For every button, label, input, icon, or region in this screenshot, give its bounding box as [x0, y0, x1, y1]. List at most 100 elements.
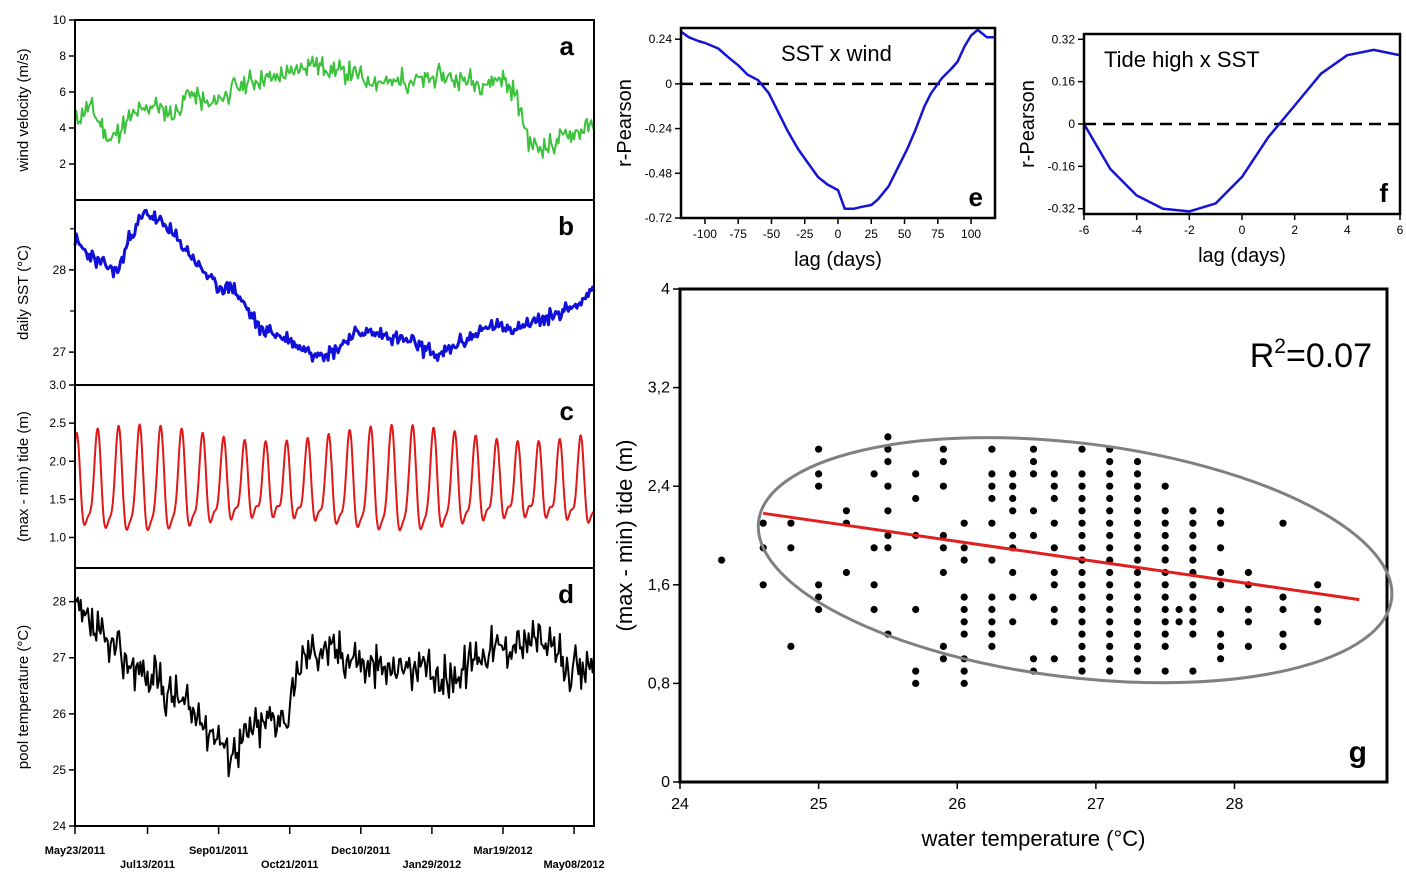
- scatter-point: [1217, 581, 1225, 589]
- y-tick-label: 6: [59, 85, 66, 99]
- scatter-point: [787, 642, 795, 651]
- scatter-point: [1217, 507, 1225, 515]
- scatter-point: [884, 458, 892, 466]
- scatter-point: [1244, 618, 1252, 626]
- scatter-point: [1106, 655, 1114, 663]
- scatter-point: [1217, 544, 1225, 552]
- scatter-point: [939, 445, 948, 453]
- scatter-point: [842, 568, 851, 577]
- y-tick-label: 24: [53, 819, 67, 833]
- scatter-point: [1078, 618, 1086, 626]
- scatter-point: [988, 593, 996, 601]
- panel-letter: g: [1349, 736, 1367, 769]
- scatter-point: [988, 445, 996, 453]
- scatter-point: [815, 593, 823, 601]
- y-axis-label: pool temperature (°C): [15, 625, 32, 769]
- chart-title: SST x wind: [781, 41, 892, 66]
- y-tick-label: 1.0: [49, 531, 66, 545]
- y-tick-label: 10: [53, 13, 67, 27]
- scatter-point: [1078, 445, 1086, 453]
- y-axis-label: r-Pearson: [1017, 80, 1039, 168]
- y-tick-label: 25: [53, 763, 67, 777]
- y-tick-label: 0: [665, 77, 672, 91]
- scatter-point: [960, 519, 968, 527]
- scatter-point: [1029, 593, 1038, 601]
- scatter-point: [1078, 593, 1086, 601]
- annotation-value: =0.07: [1286, 337, 1372, 375]
- series-line-b: [73, 208, 596, 363]
- scatter-point: [1189, 605, 1197, 614]
- scatter-point: [960, 593, 968, 601]
- scatter-point: [759, 581, 767, 589]
- r-squared-annotation: R2=0.07: [1250, 335, 1372, 375]
- scatter-point: [988, 618, 996, 626]
- scatter-point: [1106, 568, 1114, 577]
- scatter-point: [1009, 618, 1017, 626]
- scatter-point: [1161, 544, 1169, 552]
- scatter-point: [1029, 507, 1038, 515]
- y-axis-label: (max - min) tide (m): [15, 411, 32, 542]
- scatter-point: [1050, 494, 1058, 503]
- panel-e: -100 -75 -50 -25 0 25 50 75 100 0.24 0 -0.24 -0.48 -0…: [614, 26, 997, 271]
- scatter-point: [1078, 605, 1086, 614]
- x-tick-label: 25: [865, 227, 879, 241]
- scatter-point: [912, 470, 920, 478]
- scatter-point: [884, 544, 892, 552]
- scatter-point: [1133, 507, 1142, 515]
- scatter-point: [1133, 581, 1142, 589]
- panel-f: -6 -4 -2 0 2 4 6 0.32 0.16 0 -0.16 -0.32 lag (days) r…: [1017, 32, 1404, 267]
- scatter-point: [1189, 556, 1197, 564]
- scatter-point: [1133, 556, 1142, 564]
- scatter-point: [1133, 642, 1142, 651]
- y-tick-label: 2,4: [648, 478, 670, 495]
- y-tick-label: 28: [53, 263, 67, 277]
- scatter-point: [1050, 568, 1058, 577]
- scatter-point: [759, 519, 767, 527]
- y-tick-label: 0.24: [649, 32, 673, 46]
- annotation-superscript: 2: [1274, 335, 1286, 358]
- scatter-point: [1279, 630, 1287, 638]
- scatter-point: [718, 556, 726, 564]
- scatter-point: [1106, 618, 1114, 626]
- scatter-point: [1050, 482, 1058, 490]
- scatter-point: [1133, 593, 1142, 601]
- scatter-point: [939, 655, 948, 663]
- y-tick-label: 28: [53, 595, 67, 609]
- x-tick-label: May23/2011: [45, 845, 106, 857]
- x-tick-label: Oct21/2011: [261, 859, 319, 871]
- scatter-point: [1189, 507, 1197, 515]
- panel-d: 24 25 26 27 28 pool temperature (°C) d May23/20…: [15, 567, 605, 871]
- scatter-point: [884, 531, 892, 540]
- scatter-point: [870, 470, 878, 478]
- scatter-point: [1217, 655, 1225, 663]
- scatter-point: [1078, 581, 1086, 589]
- y-tick-label: 3,2: [648, 380, 670, 397]
- x-tick-label: -50: [763, 227, 781, 241]
- plot-frame-d: [74, 567, 595, 827]
- scatter-point: [1189, 630, 1197, 638]
- scatter-point: [1279, 593, 1287, 601]
- scatter-point: [960, 605, 968, 614]
- x-tick-label: May08/2012: [544, 859, 605, 871]
- scatter-point: [884, 482, 892, 490]
- scatter-point: [1161, 642, 1169, 651]
- y-tick-label: 27: [53, 651, 67, 665]
- scatter-point: [988, 482, 996, 490]
- y-tick-label: -0.48: [645, 166, 673, 180]
- y-tick-label: 0: [661, 774, 670, 791]
- y-tick-label: 2.5: [49, 416, 66, 430]
- scatter-point: [870, 605, 878, 614]
- scatter-point: [1133, 458, 1142, 466]
- scatter-point: [1133, 655, 1142, 663]
- scatter-point: [1078, 482, 1086, 490]
- scatter-point: [1078, 470, 1086, 478]
- scatter-point: [1217, 642, 1225, 651]
- scatter-point: [1009, 593, 1017, 601]
- scatter-point: [1244, 642, 1252, 651]
- y-tick-label: 26: [53, 707, 67, 721]
- x-tick-label: Sep01/2011: [189, 845, 248, 857]
- x-tick-label: 2: [1291, 223, 1298, 237]
- scatter-point: [1133, 531, 1142, 540]
- scatter-point: [1009, 507, 1017, 515]
- scatter-point: [1050, 470, 1058, 478]
